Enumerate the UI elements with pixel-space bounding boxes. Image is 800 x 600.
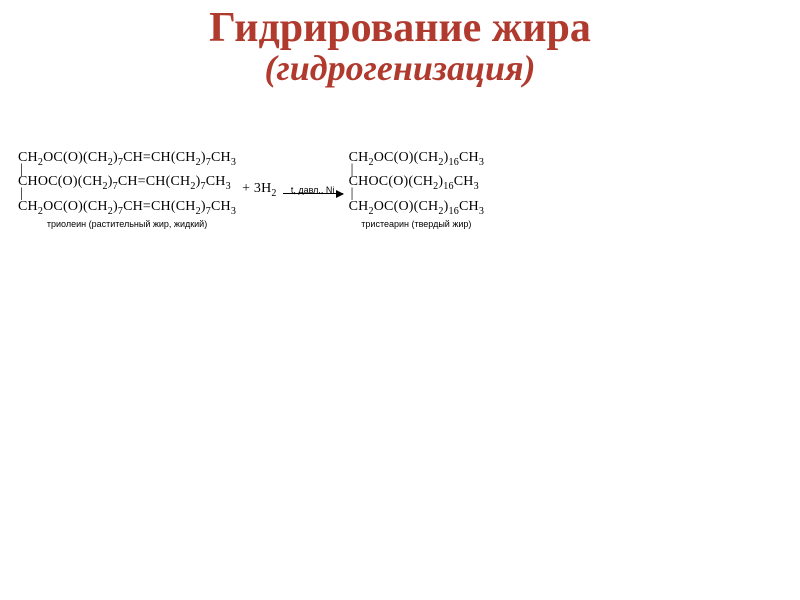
reactant-line1: CH2OC(O)(CH2)7CH=CH(CH2)7CH3 xyxy=(18,150,236,166)
arrow-icon xyxy=(283,193,343,194)
reactant-line3: CH2OC(O)(CH2)7CH=CH(CH2)7CH3 xyxy=(18,199,236,215)
reactant-bond2: | xyxy=(20,190,23,198)
product-bond2: | xyxy=(351,190,354,198)
reaction-middle: + 3H2 t, давл., Ni xyxy=(242,181,343,197)
reagent-text: + 3H2 xyxy=(242,181,277,197)
slide: Гидрирование жира (гидрогенизация) CH2OC… xyxy=(0,0,800,600)
product-bond1: | xyxy=(351,166,354,174)
product-line2: CHOC(O)(CH2)16CH3 xyxy=(349,174,479,190)
reaction-diagram: CH2OC(O)(CH2)7CH=CH(CH2)7CH3 | CHOC(O)(C… xyxy=(18,150,782,229)
reactant-bond1: | xyxy=(20,166,23,174)
product-line1: CH2OC(O)(CH2)16CH3 xyxy=(349,150,484,166)
arrow-wrap: t, давл., Ni xyxy=(283,185,343,194)
title-block: Гидрирование жира (гидрогенизация) xyxy=(0,0,800,88)
reactant-caption: триолеин (растительный жир, жидкий) xyxy=(18,219,236,229)
product-caption: тристеарин (твердый жир) xyxy=(349,219,484,229)
reactant-line2: CHOC(O)(CH2)7CH=CH(CH2)7CH3 xyxy=(18,174,231,190)
product-molecule: CH2OC(O)(CH2)16CH3 | CHOC(O)(CH2)16CH3 |… xyxy=(349,150,484,229)
reactant-molecule: CH2OC(O)(CH2)7CH=CH(CH2)7CH3 | CHOC(O)(C… xyxy=(18,150,236,229)
title-line2: (гидрогенизация) xyxy=(0,50,800,88)
title-line1: Гидрирование жира xyxy=(0,6,800,50)
product-line3: CH2OC(O)(CH2)16CH3 xyxy=(349,199,484,215)
